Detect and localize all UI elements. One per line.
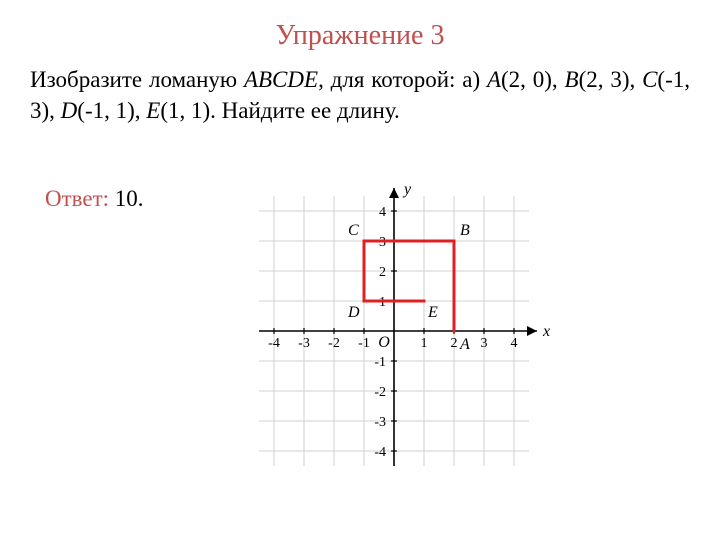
svg-text:-2: -2 — [328, 336, 340, 351]
svg-text:C: C — [348, 222, 359, 239]
svg-text:A: A — [459, 336, 470, 353]
point-e-label: E — [146, 98, 160, 123]
svg-text:3: 3 — [480, 336, 487, 351]
pa-coords: (2, 0), — [501, 67, 565, 92]
answer-label: Ответ: — [45, 186, 115, 211]
polyline-name: ABCDE — [244, 67, 318, 92]
point-d-label: D — [61, 98, 78, 123]
svg-text:-4: -4 — [374, 445, 386, 460]
svg-text:-1: -1 — [358, 336, 370, 351]
svg-text:B: B — [460, 222, 470, 239]
svg-text:O: O — [378, 334, 390, 351]
point-c-label: C — [642, 67, 657, 92]
svg-text:-4: -4 — [268, 336, 280, 351]
problem-prefix: Изобразите ломаную — [30, 67, 244, 92]
svg-text:2: 2 — [379, 265, 386, 280]
exercise-title: Упражнение 3 — [30, 20, 690, 52]
pd-coords: (-1, 1), — [77, 98, 146, 123]
svg-text:2: 2 — [450, 336, 457, 351]
svg-text:4: 4 — [510, 336, 517, 351]
problem-statement: Изобразите ломаную ABCDE, для которой: а… — [30, 64, 690, 126]
coordinate-chart: -4-3-2-11234-4-3-2-11234OxyABCDE — [234, 186, 554, 486]
svg-text:-2: -2 — [374, 385, 386, 400]
main-area: Ответ: 10. -4-3-2-11234-4-3-2-11234OxyAB… — [30, 186, 690, 486]
pb-coords: (2, 3), — [579, 67, 643, 92]
answer-block: Ответ: 10. — [45, 186, 144, 212]
svg-text:y: y — [402, 186, 412, 198]
svg-text:-3: -3 — [374, 415, 386, 430]
answer-value: 10. — [115, 186, 144, 211]
svg-text:1: 1 — [420, 336, 427, 351]
point-b-label: B — [565, 67, 579, 92]
svg-text:x: x — [542, 323, 550, 340]
problem-middle: , для которой: а) — [318, 67, 487, 92]
svg-text:D: D — [347, 304, 360, 321]
svg-text:E: E — [427, 304, 438, 321]
svg-text:4: 4 — [379, 205, 386, 220]
svg-text:-1: -1 — [374, 355, 386, 370]
chart-svg: -4-3-2-11234-4-3-2-11234OxyABCDE — [234, 186, 554, 486]
svg-text:-3: -3 — [298, 336, 310, 351]
point-a-label: A — [487, 67, 501, 92]
pe-coords: (1, 1). Найдите ее длину. — [160, 98, 399, 123]
